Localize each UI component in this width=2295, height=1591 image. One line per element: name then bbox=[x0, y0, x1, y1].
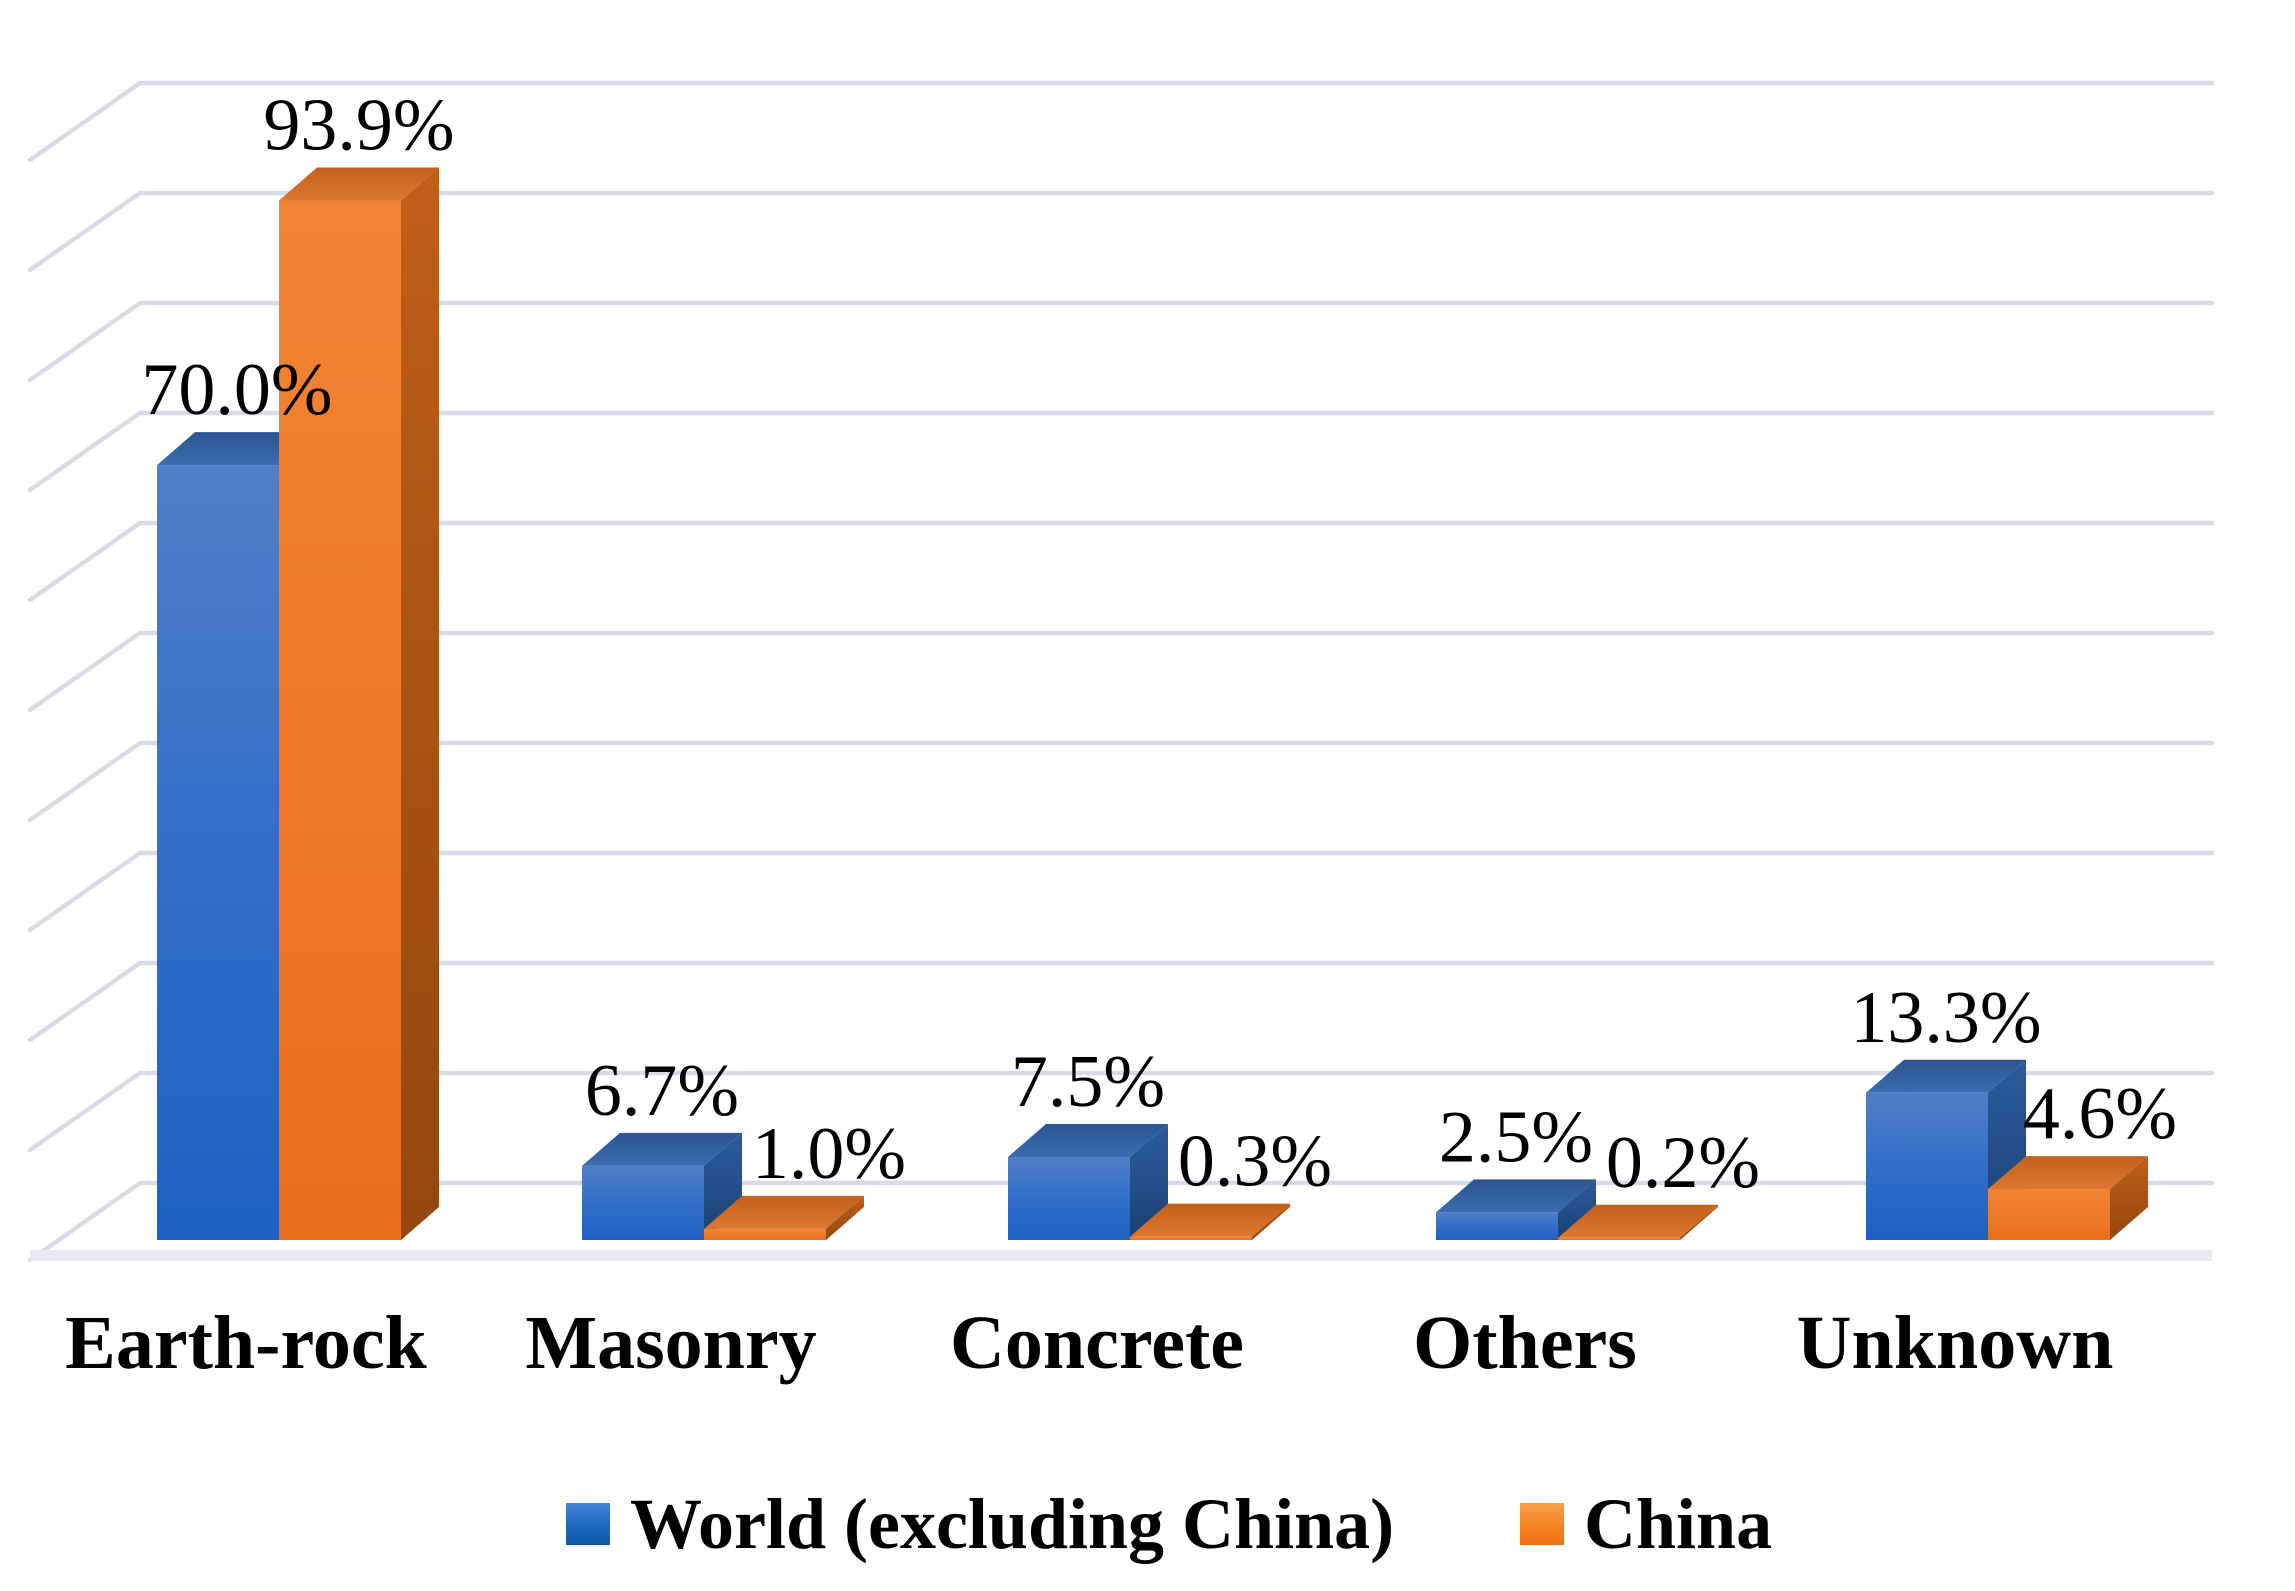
bar-top-face bbox=[1558, 1204, 1718, 1238]
bar-top-face bbox=[279, 167, 439, 201]
bar-top-face bbox=[1866, 1059, 2026, 1093]
bar-china-concrete bbox=[1130, 1203, 1290, 1240]
gridline bbox=[27, 850, 2215, 933]
bar-front-face bbox=[1436, 1212, 1558, 1240]
bar-side-face bbox=[1558, 1179, 1596, 1240]
gridline bbox=[27, 960, 2215, 1043]
bar-side-face bbox=[2110, 1156, 2148, 1240]
gridline bbox=[27, 740, 2215, 823]
bar-china-earth-rock bbox=[279, 167, 439, 1241]
category-label-concrete: Concrete bbox=[950, 1301, 1244, 1385]
value-label-world-others: 2.5% bbox=[1439, 1096, 1593, 1178]
legend-swatch-china bbox=[1520, 1503, 1564, 1545]
bar-world-masonry bbox=[582, 1132, 742, 1240]
bar-world-others bbox=[1436, 1179, 1596, 1240]
legend-label-world: World (excluding China) bbox=[630, 1484, 1395, 1564]
bar-china-unknown bbox=[1988, 1156, 2148, 1240]
bar-front-face bbox=[704, 1228, 826, 1240]
floor-front-edge bbox=[30, 1250, 2212, 1261]
gridline bbox=[27, 520, 2215, 603]
value-label-world-unknown: 13.3% bbox=[1850, 977, 2041, 1059]
legend-item-world: World (excluding China) bbox=[566, 1484, 1394, 1564]
bar-side-face bbox=[1130, 1123, 1168, 1240]
gridline bbox=[27, 410, 2215, 493]
legend-label-china: China bbox=[1584, 1484, 1773, 1564]
category-label-others: Others bbox=[1413, 1301, 1637, 1385]
bar-front-face bbox=[1008, 1156, 1130, 1240]
category-axis-labels: Earth-rock Masonry Concrete Others Unknown bbox=[65, 1301, 2113, 1385]
bar-front-face bbox=[1558, 1237, 1680, 1240]
bar-front-face bbox=[157, 465, 279, 1241]
bar-front-face bbox=[1130, 1236, 1252, 1240]
value-label-world-masonry: 6.7% bbox=[585, 1050, 739, 1132]
bar-side-face bbox=[1252, 1203, 1290, 1240]
gridline bbox=[27, 80, 2215, 163]
legend-swatch-world bbox=[566, 1503, 610, 1545]
bar-top-face bbox=[157, 432, 317, 466]
bar-top-face bbox=[1130, 1203, 1290, 1237]
bar-top-face bbox=[1008, 1123, 1168, 1157]
gridline bbox=[27, 1070, 2215, 1153]
value-labels: 70.0% 93.9% 6.7%1.0% 7.5%0.3% 2.5% 0.2% 13.3% 4… bbox=[141, 85, 2177, 1204]
bar-front-face bbox=[279, 200, 401, 1241]
bar-world-unknown bbox=[1866, 1059, 2026, 1240]
value-label-china-unknown: 4.6% bbox=[2023, 1073, 2177, 1155]
value-label-china-masonry: 1.0% bbox=[752, 1113, 906, 1195]
bar-top-face bbox=[1988, 1156, 2148, 1190]
bar-top-face bbox=[704, 1195, 864, 1229]
bars bbox=[157, 167, 2148, 1241]
bar-side-face bbox=[826, 1195, 864, 1240]
value-label-china-earth-rock: 93.9% bbox=[263, 85, 454, 167]
bar-top-face bbox=[1436, 1179, 1596, 1213]
gridline bbox=[27, 300, 2215, 383]
bar-side-face bbox=[1680, 1204, 1718, 1240]
bar-top-face bbox=[582, 1132, 742, 1166]
bar-front-face bbox=[582, 1165, 704, 1240]
value-label-world-concrete: 7.5% bbox=[1011, 1041, 1165, 1123]
category-label-earth-rock: Earth-rock bbox=[65, 1301, 427, 1385]
gridlines bbox=[27, 80, 2215, 1263]
value-label-china-concrete: 0.3% bbox=[1178, 1121, 1332, 1203]
bar-china-others bbox=[1558, 1204, 1718, 1240]
value-label-china-others: 0.2% bbox=[1606, 1122, 1760, 1204]
gridline bbox=[27, 630, 2215, 713]
category-label-unknown: Unknown bbox=[1797, 1301, 2114, 1385]
bar-side-face bbox=[401, 167, 439, 1241]
bar-front-face bbox=[1988, 1189, 2110, 1240]
gridline bbox=[27, 190, 2215, 273]
bar-front-face bbox=[1866, 1092, 1988, 1240]
legend-item-china: China bbox=[1520, 1484, 1772, 1564]
value-label-world-earth-rock: 70.0% bbox=[141, 349, 332, 431]
bar-world-concrete bbox=[1008, 1123, 1168, 1240]
category-label-masonry: Masonry bbox=[525, 1301, 816, 1385]
bar-china-masonry bbox=[704, 1195, 864, 1240]
